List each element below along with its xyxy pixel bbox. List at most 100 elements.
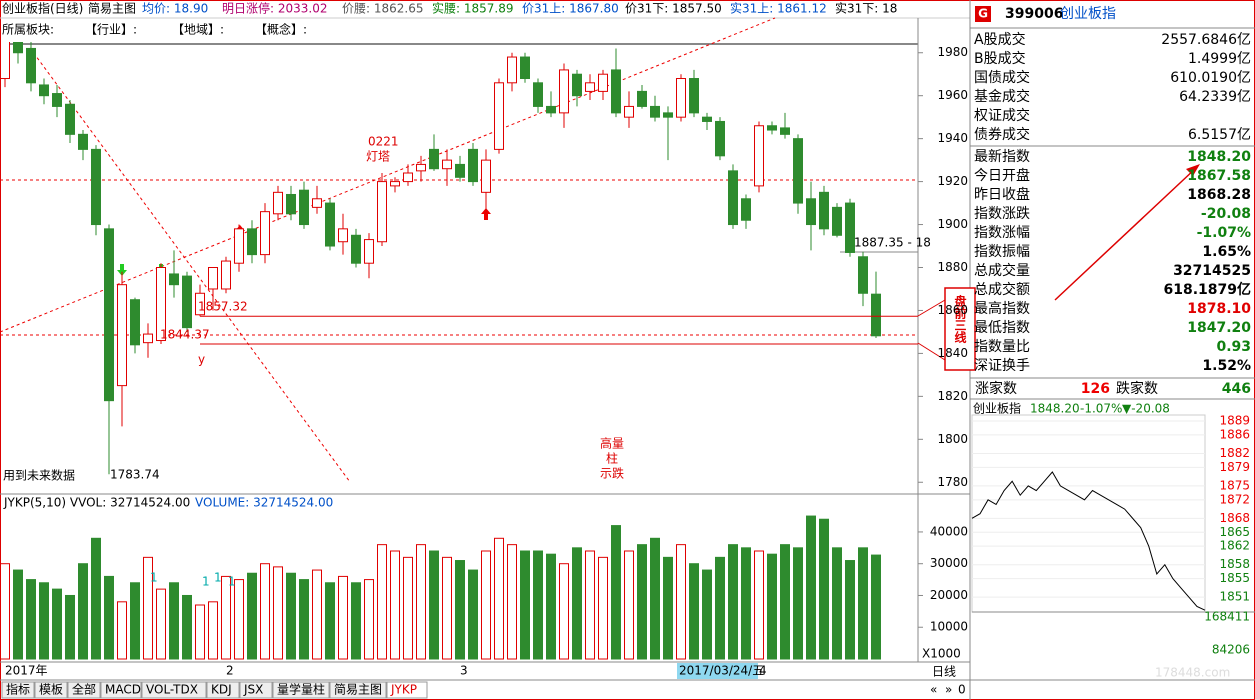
candle-body bbox=[182, 275, 192, 329]
x-tick-label: 4 bbox=[759, 664, 767, 678]
candle-body bbox=[533, 82, 543, 107]
candle-body bbox=[832, 206, 842, 236]
quote-value: 1878.10 bbox=[1187, 301, 1251, 317]
volume-bar bbox=[208, 601, 218, 660]
candle-body bbox=[351, 234, 361, 264]
volume-mark: 1 bbox=[228, 575, 236, 589]
candle-body bbox=[624, 105, 634, 118]
mini-header: -1.07% bbox=[1080, 402, 1122, 416]
candle-body bbox=[637, 90, 647, 107]
period[interactable]: 日线 bbox=[932, 665, 956, 679]
mini-header: ▼-20.08 bbox=[1122, 402, 1170, 416]
volume-bar bbox=[390, 550, 400, 660]
y-tick-label: 1886 bbox=[1219, 427, 1250, 441]
y-tick-label: 40000 bbox=[930, 524, 968, 538]
nav[interactable]: « bbox=[930, 683, 937, 697]
tab[interactable] bbox=[272, 681, 330, 699]
tab-label[interactable]: JYKP bbox=[390, 683, 417, 697]
tab[interactable] bbox=[100, 681, 142, 699]
quote-value: 64.2339亿 bbox=[1179, 89, 1251, 105]
x-tick-label: 3 bbox=[460, 664, 468, 678]
y-tick-label: 1875 bbox=[1219, 478, 1250, 492]
tab[interactable] bbox=[239, 681, 273, 699]
quote-label: 最低指数 bbox=[974, 320, 1030, 336]
quote-value: 0.93 bbox=[1216, 339, 1251, 355]
candle-body bbox=[364, 239, 374, 264]
quote-label: 基金成交 bbox=[974, 88, 1030, 105]
volume-bar bbox=[130, 582, 140, 660]
mini-header: 1848.20 bbox=[1030, 402, 1080, 416]
candle-body bbox=[260, 211, 270, 256]
y-tick-label: 1780 bbox=[937, 475, 968, 489]
tab-label[interactable]: 模板 bbox=[39, 683, 63, 697]
flag-text: G bbox=[978, 7, 988, 21]
candle-body bbox=[520, 56, 530, 80]
y-tick-label: 1855 bbox=[1219, 571, 1250, 585]
header-item: 实腰: 1857.89 bbox=[432, 1, 513, 16]
tab-label[interactable]: MACD bbox=[105, 683, 141, 697]
volume-bar bbox=[377, 544, 387, 660]
x-tick-label: 2017年 bbox=[5, 664, 48, 678]
y-tick-label: 20000 bbox=[930, 588, 968, 602]
y-tick-label: 1862 bbox=[1219, 539, 1250, 553]
candle-body bbox=[13, 42, 23, 54]
tab[interactable] bbox=[386, 681, 428, 699]
tab[interactable] bbox=[67, 681, 101, 699]
candle-body bbox=[767, 125, 777, 131]
candle-body bbox=[208, 267, 218, 290]
candle-body bbox=[507, 56, 517, 84]
volume-bar bbox=[715, 556, 725, 660]
quote-value: -1.07% bbox=[1197, 225, 1251, 241]
candle-body bbox=[780, 127, 790, 135]
code: 399006 bbox=[1005, 6, 1063, 22]
volume-bar bbox=[793, 547, 803, 660]
volume-bar bbox=[260, 563, 270, 660]
y-tick-label: 1860 bbox=[937, 303, 968, 317]
header-item: 均价: 18.90 bbox=[142, 2, 208, 16]
candle-body bbox=[156, 267, 166, 342]
candle-body bbox=[689, 78, 699, 114]
candle-body bbox=[468, 148, 478, 183]
candle-body bbox=[78, 133, 88, 150]
volume-bar bbox=[494, 537, 504, 660]
y-tick-label: 1820 bbox=[937, 389, 968, 403]
tab[interactable] bbox=[34, 681, 68, 699]
tab-label[interactable]: JSX bbox=[243, 683, 263, 697]
header-item: 价31下: 1857.50 bbox=[625, 2, 722, 16]
tab-label[interactable]: 全部 bbox=[72, 682, 96, 697]
volume-subtitle: VOLUME: 32714524.00 bbox=[195, 496, 333, 510]
candle-body bbox=[377, 181, 387, 243]
candle-body bbox=[741, 198, 751, 221]
nav[interactable]: 0 bbox=[958, 683, 966, 697]
volume-bar bbox=[195, 604, 205, 660]
nav[interactable]: » bbox=[945, 683, 952, 697]
quote-label: 总成交额 bbox=[974, 281, 1030, 298]
header-item: 实31下: 18 bbox=[835, 1, 897, 16]
ref-label: 1844.37 bbox=[160, 328, 210, 342]
tab-label[interactable]: 简易主图 bbox=[334, 683, 382, 697]
arrow-head bbox=[1186, 164, 1200, 176]
tab[interactable] bbox=[206, 681, 240, 699]
quote-value: 1848.20 bbox=[1187, 149, 1251, 165]
volume-mark: 1 bbox=[202, 575, 210, 589]
volume-bar bbox=[455, 560, 465, 660]
quote-label: 最新指数 bbox=[974, 149, 1030, 165]
y-tick-label: 1880 bbox=[937, 260, 968, 274]
header-item: 价腰: 1862.65 bbox=[342, 2, 423, 16]
tab[interactable] bbox=[329, 681, 387, 699]
tab-label[interactable]: 指标 bbox=[6, 682, 30, 697]
tab-label[interactable]: 量学量柱 bbox=[277, 682, 325, 697]
candle-body bbox=[91, 148, 101, 226]
candle-body bbox=[143, 333, 153, 344]
header-item: 创业板指(日线) bbox=[2, 1, 83, 16]
tab-label[interactable]: KDJ bbox=[211, 683, 232, 697]
candles bbox=[0, 42, 881, 475]
callout-line bbox=[917, 342, 946, 361]
candle-body bbox=[286, 193, 296, 215]
header-item: 明日涨停: 2033.02 bbox=[222, 1, 327, 16]
tab[interactable] bbox=[141, 681, 207, 699]
tab-label[interactable]: VOL-TDX bbox=[146, 683, 198, 697]
callout-line bbox=[917, 299, 946, 317]
tab[interactable] bbox=[1, 681, 35, 699]
unit: X1000 bbox=[922, 647, 961, 661]
